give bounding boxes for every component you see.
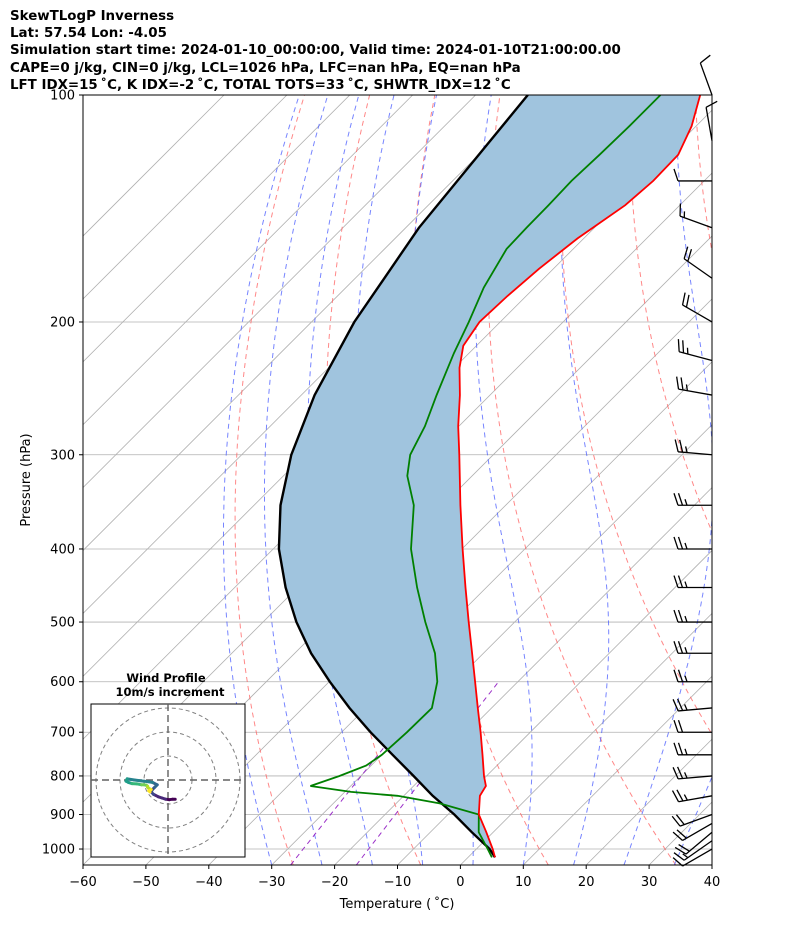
moist-adiabat — [264, 95, 329, 865]
wind-barb — [677, 339, 713, 362]
isotherm — [523, 675, 712, 865]
inset-title-line2: 10m/s increment — [116, 685, 225, 699]
dry-adiabat — [234, 95, 305, 865]
x-tick-label: −40 — [195, 875, 222, 890]
wind-barb — [699, 54, 713, 96]
wind-barb — [673, 493, 712, 506]
profiles — [277, 95, 702, 859]
hodograph-inset: Wind Profile 10m/s increment — [90, 671, 246, 858]
y-tick-label: 900 — [50, 808, 75, 823]
moist-adiabat — [673, 775, 712, 865]
isotherm — [711, 864, 712, 865]
moist-adiabat — [560, 95, 610, 865]
isotherm — [460, 612, 712, 865]
y-tick-label: 200 — [50, 315, 75, 330]
x-axis-label: Temperature ( ˚C) — [339, 896, 455, 912]
wind-barb — [676, 376, 713, 396]
moist-adiabat — [623, 95, 712, 865]
moist-adiabat — [223, 95, 300, 865]
wind-barb — [674, 439, 713, 456]
wind-barb — [683, 246, 713, 279]
isotherm — [83, 95, 539, 552]
dry-adiabat — [761, 95, 794, 865]
hodograph-segment — [147, 789, 152, 794]
title-coordinates: Lat: 57.54 Lon: -4.05 — [10, 26, 167, 42]
x-axis: −60 −50 −40 −30 −20 −10 0 10 20 30 40 — [69, 865, 720, 890]
y-axis-label: Pressure (hPa) — [19, 433, 34, 526]
moist-adiabat — [474, 95, 533, 865]
isotherm — [83, 95, 225, 237]
x-tick-label: −10 — [384, 875, 411, 890]
wind-barb — [705, 100, 718, 141]
isotherm — [83, 95, 288, 300]
wind-barb — [671, 813, 713, 827]
isotherm — [83, 95, 413, 426]
wind-barb — [672, 698, 713, 712]
x-tick-label: −20 — [321, 875, 348, 890]
wind-barb — [673, 168, 712, 182]
moist-adiabat — [725, 95, 794, 865]
wind-barb — [673, 609, 712, 623]
x-tick-label: 20 — [578, 875, 595, 890]
x-tick-label: 10 — [515, 875, 532, 890]
y-tick-label: 100 — [50, 89, 75, 104]
wind-barb — [673, 742, 712, 756]
inset-title-line1: Wind Profile — [126, 671, 206, 685]
dry-adiabat — [694, 95, 712, 255]
isotherm — [648, 801, 712, 865]
wind-barb — [673, 641, 712, 654]
isotherm — [145, 298, 712, 865]
title-indices: LFT IDX=15 ˚C, K IDX=-2 ˚C, TOTAL TOTS=3… — [10, 77, 511, 93]
dry-adiabat — [629, 95, 712, 533]
y-tick-label: 500 — [50, 616, 75, 631]
wind-barb — [673, 840, 713, 861]
wind-barbs — [671, 54, 718, 867]
hodograph-segment — [132, 778, 146, 783]
x-tick-label: 30 — [641, 875, 658, 890]
y-tick-label: 400 — [50, 542, 75, 557]
x-tick-label: 0 — [456, 875, 464, 890]
x-tick-label: −50 — [132, 875, 159, 890]
wind-barb — [681, 292, 713, 323]
y-tick-label: 800 — [50, 769, 75, 784]
wind-barb — [671, 789, 713, 803]
cape-shading — [278, 95, 701, 858]
wind-barb — [674, 831, 713, 855]
y-tick-label: 600 — [50, 675, 75, 690]
wind-barb — [673, 669, 712, 683]
wind-barb — [673, 575, 712, 589]
wind-barb — [672, 766, 713, 780]
title-station: SkewTLogP Inverness — [10, 9, 175, 24]
temperature-profile-line — [457, 95, 702, 858]
isotherm — [83, 95, 476, 489]
isotherm — [208, 361, 712, 865]
isotherm — [397, 549, 712, 865]
x-tick-label: 40 — [704, 875, 721, 890]
y-tick-label: 700 — [50, 726, 75, 741]
dry-adiabat — [560, 95, 712, 736]
chart-title-block: SkewTLogP Inverness Lat: 57.54 Lon: -4.0… — [10, 8, 621, 94]
y-tick-label: 300 — [50, 448, 75, 463]
y-axis: 100 200 300 400 500 600 700 800 900 1000 — [42, 89, 83, 858]
dewpoint-profile-line — [310, 95, 662, 858]
x-tick-label: −30 — [258, 875, 285, 890]
title-times: Simulation start time: 2024-01-10_00:00:… — [10, 43, 621, 59]
parcel-profile-line — [277, 95, 529, 859]
wind-barb — [673, 720, 712, 733]
y-tick-label: 1000 — [42, 843, 75, 858]
isotherm — [83, 95, 351, 363]
wind-barb — [672, 848, 713, 867]
cape-cin-shading — [278, 95, 701, 858]
x-tick-label: −60 — [69, 875, 96, 890]
dry-adiabat — [487, 95, 677, 865]
wind-barb — [672, 822, 713, 842]
title-cape-cin: CAPE=0 j/kg, CIN=0 j/kg, LCL=1026 hPa, L… — [10, 60, 521, 76]
wind-barb — [679, 203, 713, 229]
wind-barb — [673, 536, 712, 550]
